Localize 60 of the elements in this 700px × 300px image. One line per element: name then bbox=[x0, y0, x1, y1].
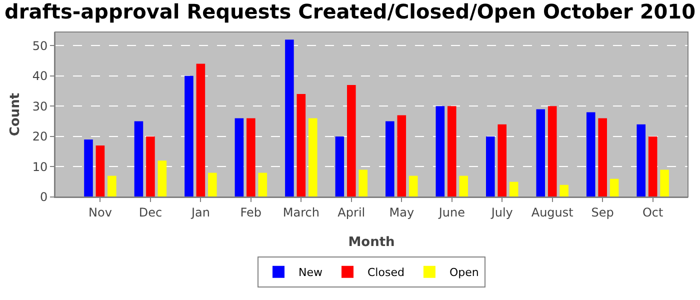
x-tick-label: July bbox=[490, 205, 513, 220]
x-tick-label: August bbox=[531, 205, 574, 220]
x-tick-label: Sep bbox=[591, 205, 614, 220]
x-tick-label: Feb bbox=[240, 205, 262, 220]
bar bbox=[459, 176, 468, 197]
bar bbox=[660, 170, 669, 197]
bar bbox=[196, 64, 206, 197]
bar bbox=[308, 118, 318, 197]
bar bbox=[358, 170, 368, 197]
bar bbox=[84, 139, 93, 197]
bar bbox=[636, 124, 646, 197]
bar bbox=[184, 76, 194, 197]
x-tick-label: June bbox=[438, 205, 465, 220]
bar bbox=[246, 118, 256, 197]
x-tick-label: March bbox=[282, 205, 320, 220]
y-tick-label: 50 bbox=[32, 38, 48, 53]
y-tick-label: 0 bbox=[40, 190, 48, 204]
bar bbox=[134, 121, 144, 197]
bar bbox=[285, 40, 294, 197]
y-tick-label: 20 bbox=[32, 130, 48, 144]
bar bbox=[347, 84, 356, 197]
y-axis-title: Count bbox=[8, 92, 23, 136]
bar bbox=[234, 118, 244, 197]
bar bbox=[96, 146, 105, 197]
bar bbox=[586, 112, 596, 197]
legend-label: Open bbox=[449, 266, 479, 280]
x-tick-label: May bbox=[389, 205, 414, 220]
bar bbox=[397, 115, 406, 197]
bar bbox=[610, 178, 619, 197]
legend-label: Closed bbox=[368, 266, 404, 280]
bar bbox=[258, 172, 268, 197]
bar bbox=[598, 118, 607, 197]
y-tick-label: 10 bbox=[32, 160, 48, 174]
bar bbox=[536, 109, 546, 197]
x-tick-label: Nov bbox=[88, 205, 112, 220]
y-tick-label: 30 bbox=[32, 99, 48, 114]
bar bbox=[208, 172, 217, 197]
y-tick-label: 40 bbox=[32, 69, 48, 84]
bar bbox=[108, 176, 116, 197]
chart-title: drafts-approval Requests Created/Closed/Open October 2010 bbox=[4, 0, 696, 24]
bar bbox=[548, 106, 557, 197]
bar bbox=[296, 94, 306, 197]
x-tick-label: Jan bbox=[190, 205, 210, 220]
x-tick-label: April bbox=[338, 205, 366, 220]
x-tick-label: Oct bbox=[642, 205, 664, 220]
bar bbox=[447, 106, 456, 197]
x-axis-title: Month bbox=[348, 235, 395, 250]
bar bbox=[560, 184, 568, 197]
bar bbox=[158, 160, 167, 197]
x-tick-label: Dec bbox=[138, 205, 162, 220]
bar bbox=[386, 121, 394, 197]
bar bbox=[498, 124, 507, 197]
legend-label: New bbox=[298, 266, 322, 280]
bar bbox=[408, 176, 418, 197]
bar bbox=[509, 182, 518, 197]
bar bbox=[146, 136, 155, 197]
bar bbox=[335, 136, 344, 197]
bar bbox=[486, 136, 495, 197]
bar bbox=[648, 136, 658, 197]
bar bbox=[436, 106, 445, 197]
